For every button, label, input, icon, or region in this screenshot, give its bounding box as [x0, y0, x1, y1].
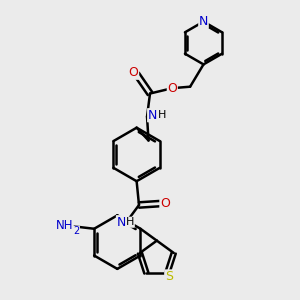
Text: N: N [116, 216, 126, 229]
Text: O: O [129, 66, 139, 79]
Text: O: O [160, 197, 170, 210]
Text: N: N [148, 109, 157, 122]
Text: NH: NH [56, 219, 73, 232]
Text: H: H [158, 110, 166, 120]
Text: N: N [199, 15, 208, 28]
Text: H: H [126, 217, 134, 227]
Text: S: S [165, 270, 173, 283]
Text: 2: 2 [73, 226, 80, 236]
Text: O: O [167, 82, 177, 95]
